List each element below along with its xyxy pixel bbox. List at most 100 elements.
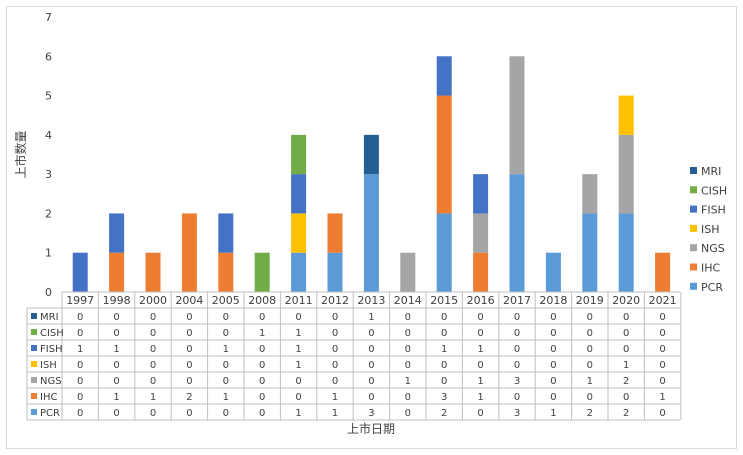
table-cell-mri-1998: 0 xyxy=(113,312,119,323)
table-cell-ngs-2018: 0 xyxy=(550,376,556,387)
bar-ngs-2019 xyxy=(582,174,598,214)
bar-pcr-2018 xyxy=(545,252,561,292)
table-cell-cish-1998: 0 xyxy=(113,328,119,339)
x-category-label: 2004 xyxy=(175,294,203,307)
legend-key-mri xyxy=(690,167,697,174)
table-cell-mri-2011: 0 xyxy=(295,312,301,323)
table-cell-pcr-1998: 0 xyxy=(113,408,119,419)
table-key-fish xyxy=(31,345,37,351)
table-cell-mri-2018: 0 xyxy=(550,312,556,323)
y-tick-label: 3 xyxy=(45,168,52,181)
bar-ihc-2012 xyxy=(327,213,343,253)
table-cell-ngs-2014: 1 xyxy=(405,376,411,387)
bar-ngs-2017 xyxy=(509,56,525,175)
bar-pcr-2019 xyxy=(582,213,598,292)
table-cell-ish-2018: 0 xyxy=(550,360,556,371)
bar-ihc-2016 xyxy=(473,252,489,292)
table-cell-mri-2012: 0 xyxy=(332,312,338,323)
x-category-label: 2018 xyxy=(539,294,567,307)
bar-ngs-2016 xyxy=(473,213,489,253)
legend-label-mri: MRI xyxy=(701,165,721,178)
table-cell-pcr-2008: 0 xyxy=(259,408,265,419)
y-tick-label: 6 xyxy=(45,50,52,63)
table-cell-cish-2020: 0 xyxy=(623,328,629,339)
table-cell-mri-2020: 0 xyxy=(623,312,629,323)
table-cell-ihc-2011: 0 xyxy=(295,392,301,403)
x-category-label: 2012 xyxy=(321,294,349,307)
legend-key-ihc xyxy=(690,263,697,271)
legend-key-pcr xyxy=(690,282,697,290)
bar-pcr-2015 xyxy=(436,213,452,292)
legend-key-ngs xyxy=(690,244,697,252)
table-cell-fish-2016: 1 xyxy=(477,344,483,355)
table-cell-ngs-2000: 0 xyxy=(150,376,156,387)
table-cell-pcr-2014: 0 xyxy=(405,408,411,419)
x-category-label: 2005 xyxy=(212,294,240,307)
table-cell-pcr-2018: 1 xyxy=(550,408,556,419)
table-cell-ngs-2004: 0 xyxy=(186,376,192,387)
bar-ihc-1998 xyxy=(109,252,125,292)
bar-fish-1997 xyxy=(72,252,88,292)
table-cell-pcr-2015: 2 xyxy=(441,408,447,419)
table-cell-cish-2018: 0 xyxy=(550,328,556,339)
bar-fish-2015 xyxy=(436,56,452,96)
table-cell-fish-2005: 1 xyxy=(223,344,229,355)
table-cell-ish-2014: 0 xyxy=(405,360,411,371)
bar-fish-2005 xyxy=(218,213,234,253)
table-cell-ngs-2012: 0 xyxy=(332,376,338,387)
bar-ihc-2021 xyxy=(655,252,671,292)
x-category-label: 2015 xyxy=(430,294,458,307)
table-cell-cish-2015: 0 xyxy=(441,328,447,339)
table-cell-mri-2014: 0 xyxy=(405,312,411,323)
table-key-ish xyxy=(31,361,37,367)
table-key-pcr xyxy=(31,409,37,415)
table-cell-cish-2011: 1 xyxy=(295,328,301,339)
table-cell-pcr-2004: 0 xyxy=(186,408,192,419)
bar-pcr-2017 xyxy=(509,174,525,292)
table-cell-ish-2005: 0 xyxy=(223,360,229,371)
table-cell-ish-2020: 1 xyxy=(623,360,629,371)
table-cell-ihc-2000: 1 xyxy=(150,392,156,403)
bar-pcr-2013 xyxy=(363,174,379,292)
table-cell-mri-2019: 0 xyxy=(587,312,593,323)
table-cell-ihc-2017: 0 xyxy=(514,392,520,403)
table-cell-cish-2021: 0 xyxy=(659,328,665,339)
table-key-ihc xyxy=(31,393,37,399)
table-cell-fish-2012: 0 xyxy=(332,344,338,355)
table-cell-fish-2000: 0 xyxy=(150,344,156,355)
table-cell-pcr-2000: 0 xyxy=(150,408,156,419)
table-cell-ihc-2015: 3 xyxy=(441,392,447,403)
x-category-label: 2008 xyxy=(248,294,276,307)
x-category-label: 1998 xyxy=(103,294,131,307)
table-row-label: IHC xyxy=(40,392,57,403)
bar-cish-2008 xyxy=(254,252,270,292)
table-cell-ish-2000: 0 xyxy=(150,360,156,371)
bar-ngs-2020 xyxy=(618,134,634,214)
bar-ish-2011 xyxy=(291,213,307,253)
x-category-label: 2016 xyxy=(467,294,495,307)
table-cell-mri-2005: 0 xyxy=(223,312,229,323)
x-category-label: 2017 xyxy=(503,294,531,307)
table-cell-cish-2012: 0 xyxy=(332,328,338,339)
table-cell-pcr-2011: 1 xyxy=(295,408,301,419)
table-cell-ngs-2020: 2 xyxy=(623,376,629,387)
table-cell-ihc-2021: 1 xyxy=(659,392,665,403)
table-cell-ish-2017: 0 xyxy=(514,360,520,371)
bar-fish-2011 xyxy=(291,174,307,214)
table-cell-fish-2013: 0 xyxy=(368,344,374,355)
legend-label-fish: FISH xyxy=(701,204,726,217)
y-tick-label: 1 xyxy=(45,247,52,260)
table-cell-ish-2021: 0 xyxy=(659,360,665,371)
table-cell-ihc-1998: 1 xyxy=(113,392,119,403)
table-cell-cish-2013: 0 xyxy=(368,328,374,339)
table-cell-ish-2011: 1 xyxy=(295,360,301,371)
table-cell-fish-2011: 1 xyxy=(295,344,301,355)
table-key-mri xyxy=(31,313,37,319)
table-cell-fish-2008: 0 xyxy=(259,344,265,355)
bar-fish-2016 xyxy=(473,174,489,214)
bar-ihc-2015 xyxy=(436,95,452,214)
bar-ngs-2014 xyxy=(400,252,416,292)
bar-fish-1998 xyxy=(109,213,125,253)
table-row-label: FISH xyxy=(40,344,63,355)
